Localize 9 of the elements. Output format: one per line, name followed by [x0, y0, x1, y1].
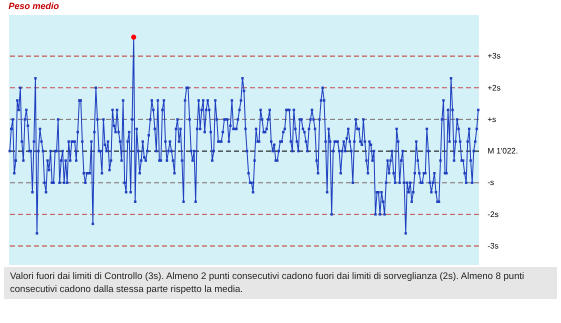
y-tick-label: +2s — [488, 83, 501, 92]
y-tick-label: M 1'022. — [488, 146, 518, 156]
y-tick-label: +3s — [488, 52, 501, 61]
y-tick-label: -3s — [488, 242, 499, 251]
text: Valori fuori dai limiti di Controllo (3s). Almeno 2 punti consecutivi cadono fuori dai limiti di sorveglianza (2s). Almeno 8 punti consecutivi cadono dalla stessa parte rispetto la media. — [10, 270, 526, 296]
y-tick-label: +s — [488, 114, 496, 124]
y-tick-label: -2s — [488, 210, 499, 219]
chart-title: Peso medio — [8, 1, 60, 11]
y-tick-label: -s — [488, 178, 494, 188]
